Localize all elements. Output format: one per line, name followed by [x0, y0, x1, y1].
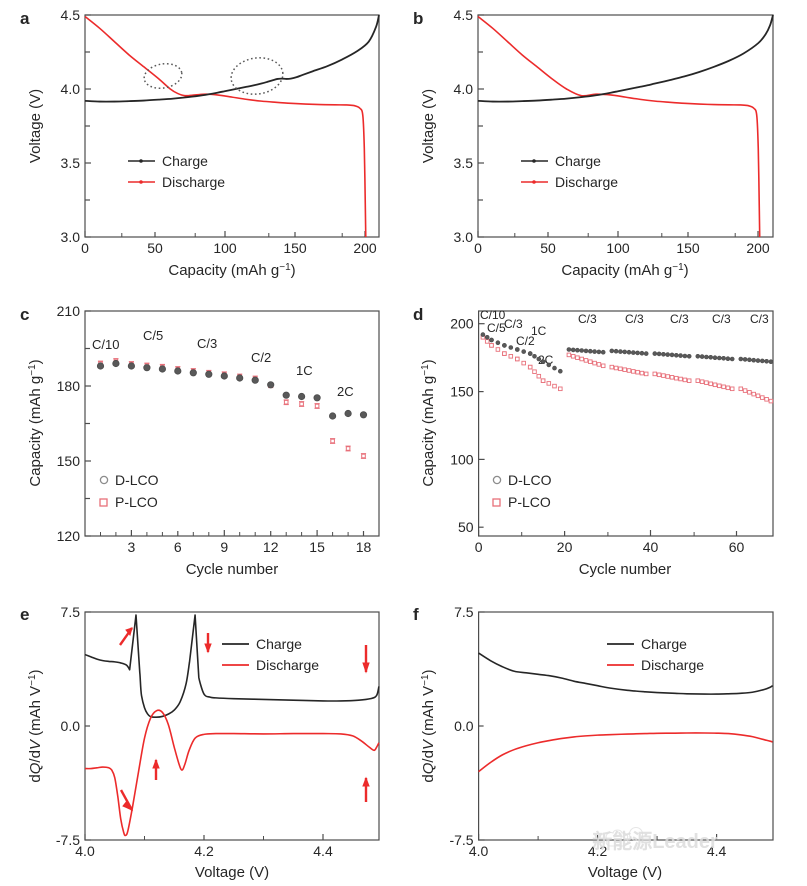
svg-text:4.0: 4.0	[469, 843, 489, 859]
svg-text:dQ/dV (mAh V−1): dQ/dV (mAh V−1)	[420, 669, 438, 782]
svg-text:Voltage (V): Voltage (V)	[588, 864, 662, 881]
svg-text:Charge: Charge	[641, 636, 687, 652]
svg-text:f: f	[413, 605, 419, 624]
svg-text:Discharge: Discharge	[641, 657, 704, 673]
svg-text:0.0: 0.0	[454, 718, 474, 734]
svg-text:7.5: 7.5	[454, 604, 474, 620]
